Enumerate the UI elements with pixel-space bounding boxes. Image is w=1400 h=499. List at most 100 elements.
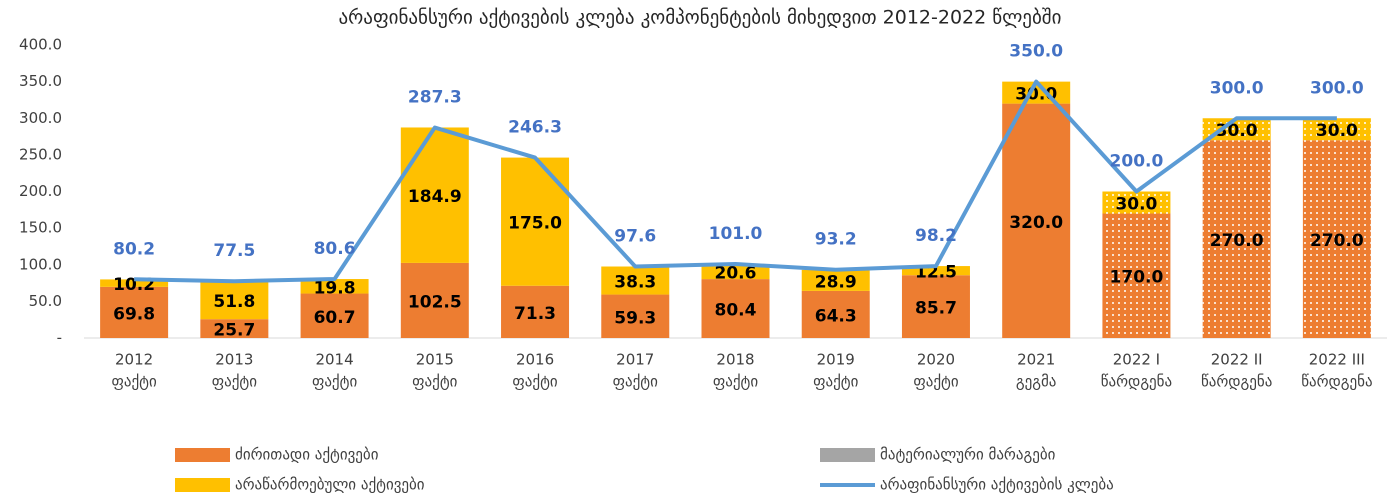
legend-label: არაწარმოებული აქტივები: [235, 476, 425, 494]
data-label: 64.3: [815, 306, 857, 326]
data-label: 320.0: [1009, 213, 1063, 233]
data-label: 80.4: [715, 301, 757, 321]
bar-segment: [501, 285, 570, 338]
x-tick-label: 2015: [416, 351, 454, 369]
x-tick-label: ფაქტი: [212, 373, 258, 391]
data-label: 270.0: [1210, 231, 1264, 251]
x-tick-label: ფაქტი: [312, 373, 358, 391]
data-label: 60.7: [314, 308, 356, 328]
line-label: 101.0: [709, 224, 763, 244]
data-label: 19.8: [314, 278, 356, 298]
bar-segment: [501, 157, 570, 286]
data-label: 270.0: [1310, 231, 1364, 251]
data-label: 38.3: [614, 273, 656, 293]
bar-segment: [601, 266, 670, 295]
bar-segment: [901, 266, 970, 276]
x-tick-label: 2020: [917, 351, 955, 369]
bar-segment: [200, 281, 269, 320]
line-label: 287.3: [408, 88, 462, 108]
line-label: 80.2: [113, 239, 155, 259]
x-tick-label: გეგმა: [1016, 373, 1057, 391]
x-tick-label: 2017: [616, 351, 654, 369]
line-label: 80.6: [314, 239, 356, 259]
data-label: 51.8: [213, 292, 255, 312]
data-label: 30.0: [1115, 194, 1157, 214]
y-tick-label: 100.0: [19, 255, 62, 273]
y-tick-label: 400.0: [19, 36, 62, 54]
x-tick-label: 2022 I: [1113, 351, 1160, 369]
bar-pattern: [1302, 140, 1371, 338]
line-label: 246.3: [508, 118, 562, 138]
bar-segment: [100, 279, 169, 287]
x-tick-label: ფაქტი: [111, 373, 157, 391]
bar-segment: [300, 279, 369, 294]
line-label: 300.0: [1210, 78, 1264, 98]
legend-swatch: [175, 448, 230, 462]
x-tick-label: ფაქტი: [913, 373, 959, 391]
y-tick-label: -: [57, 329, 62, 347]
bar-segment: [400, 127, 469, 263]
bar-segment: [701, 279, 770, 338]
bar-segment: [801, 290, 870, 338]
line-label: 98.2: [915, 226, 957, 246]
bar-pattern: [1202, 140, 1271, 338]
legend-label: მატერიალური მარაგები: [880, 446, 1056, 464]
bar-segment: [801, 269, 870, 291]
data-label: 102.5: [408, 292, 462, 312]
data-label: 170.0: [1110, 268, 1164, 288]
legend-label: ძირითადი აქტივები: [235, 446, 379, 464]
data-label: 175.0: [508, 214, 562, 234]
bar-segment: [901, 275, 970, 338]
x-tick-label: 2022 II: [1211, 351, 1263, 369]
x-tick-label: ფაქტი: [813, 373, 859, 391]
chart-title: არაფინანსური აქტივების კლება კომპონენტებ…: [339, 7, 1062, 29]
x-tick-label: 2022 III: [1309, 351, 1365, 369]
y-tick-label: 250.0: [19, 145, 62, 163]
line: [134, 79, 1337, 284]
x-tick-label: 2019: [817, 351, 855, 369]
legend-swatch: [175, 478, 230, 492]
bar-segment: [200, 319, 269, 338]
line-label: 200.0: [1110, 152, 1164, 172]
y-tick-label: 200.0: [19, 182, 62, 200]
bar-segment: [300, 293, 369, 338]
bar-pattern: [1102, 191, 1171, 214]
y-tick-label: 300.0: [19, 109, 62, 127]
legend-swatch: [820, 448, 875, 462]
x-tick-label: 2014: [315, 351, 353, 369]
data-label: 59.3: [614, 308, 656, 328]
line-label: 77.5: [213, 241, 255, 261]
x-tick-label: ფაქტი: [613, 373, 659, 391]
y-tick-label: 350.0: [19, 72, 62, 90]
x-tick-label: 2012: [115, 351, 153, 369]
data-label: 20.6: [715, 264, 757, 284]
bar-pattern: [1202, 118, 1271, 141]
bar-segment: [601, 294, 670, 338]
x-tick-label: ფაქტი: [512, 373, 558, 391]
data-label: 28.9: [815, 272, 857, 292]
x-tick-label: 2016: [516, 351, 554, 369]
data-label: 184.9: [408, 187, 462, 207]
legend-label: არაფინანსური აქტივების კლება: [880, 476, 1114, 494]
x-tick-label: წარდგენა: [1101, 373, 1172, 391]
x-tick-label: ფაქტი: [713, 373, 759, 391]
data-label: 85.7: [915, 299, 957, 319]
bar-segment: [400, 262, 469, 338]
x-tick-label: 2021: [1017, 351, 1055, 369]
data-label: 25.7: [213, 321, 255, 341]
y-tick-label: 50.0: [29, 292, 62, 310]
bar-pattern: [1302, 118, 1371, 141]
bar-segment: [701, 264, 770, 280]
line-label: 97.6: [614, 227, 656, 247]
x-tick-label: 2018: [716, 351, 754, 369]
x-tick-label: 2013: [215, 351, 253, 369]
line-label: 350.0: [1009, 42, 1063, 62]
bar-segment: [1002, 103, 1071, 338]
x-tick-label: ფაქტი: [412, 373, 458, 391]
data-label: 30.0: [1015, 85, 1057, 105]
x-tick-label: წარდგენა: [1301, 373, 1372, 391]
x-tick-label: წარდგენა: [1201, 373, 1272, 391]
data-label: 69.8: [113, 304, 155, 324]
y-tick-label: 150.0: [19, 219, 62, 237]
